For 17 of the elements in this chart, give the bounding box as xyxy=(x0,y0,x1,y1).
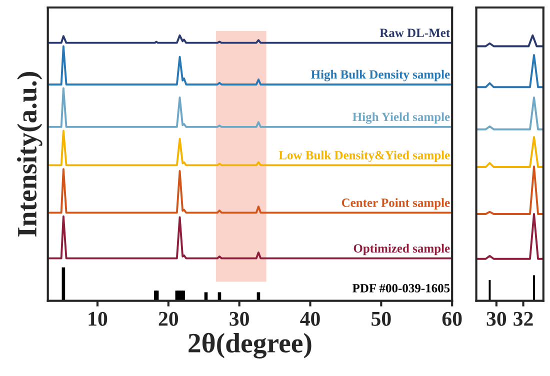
y-axis-title: Intensity(a.u.) xyxy=(17,72,42,237)
series-label: Optimized sample xyxy=(354,244,450,256)
text: PDF #00-039-1605 xyxy=(352,284,450,292)
series-label: Raw DL-Met xyxy=(380,28,450,38)
series-label: High Yield sample xyxy=(352,112,450,124)
series-label: High Bulk Density sample xyxy=(311,70,450,82)
series-label: Low Bulk Density&Yied sample xyxy=(278,150,450,162)
x-tick-label: 40 xyxy=(300,312,320,326)
series-label: Center Point sample xyxy=(342,198,450,210)
x-tick-label: 32 xyxy=(514,312,533,326)
x-tick-label: 20 xyxy=(158,312,178,326)
x-tick-label: 30 xyxy=(486,312,506,326)
x-tick-label: 60 xyxy=(442,312,462,326)
x-tick-label: 50 xyxy=(372,312,391,326)
x-tick-label: 30 xyxy=(230,312,249,326)
x-tick-label: 10 xyxy=(88,312,108,326)
x-axis-title: 2θ(degree) xyxy=(188,332,312,358)
